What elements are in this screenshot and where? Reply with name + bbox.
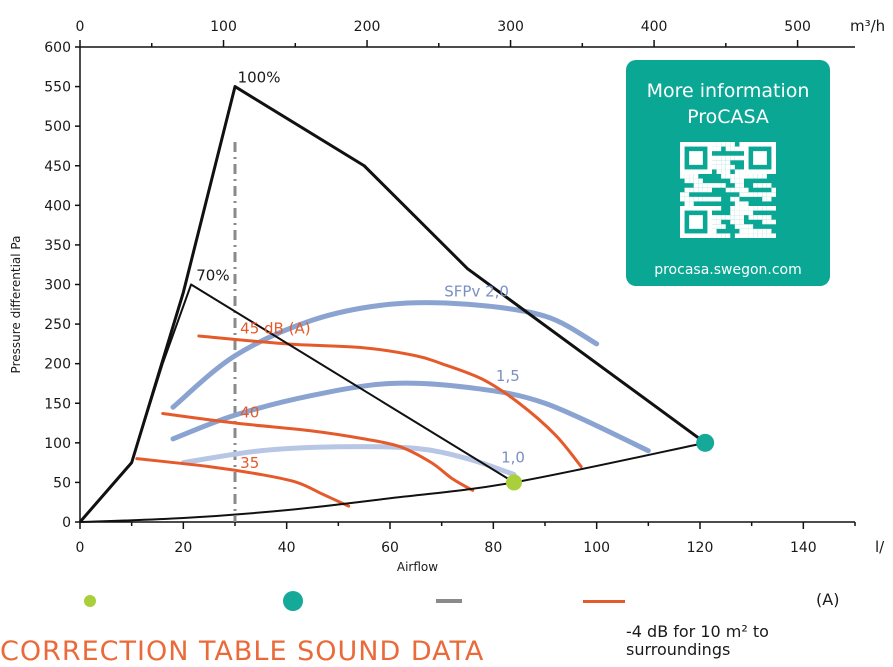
y-tick-label: 150 (44, 396, 71, 412)
teal-operating-point (696, 433, 715, 452)
qr-code-icon[interactable] (680, 142, 776, 238)
curves (78, 85, 707, 523)
note-line2: surroundings (626, 640, 731, 659)
x2-tick-label: 0 (76, 19, 85, 35)
x-tick-label: 60 (381, 540, 399, 556)
x2-tick-label: 400 (641, 19, 668, 35)
x-tick-label: 140 (790, 540, 817, 556)
legend-grey-dash-icon (436, 599, 462, 603)
y-tick-label: 0 (62, 515, 71, 531)
x2-unit-label: m³/h (850, 17, 885, 35)
y-axis-title: Pressure differential Pa (9, 236, 23, 374)
x-tick-label: 100 (583, 540, 610, 556)
sfp-curve (170, 300, 600, 410)
y-tick-label: 550 (44, 80, 71, 96)
x2-tick-label: 100 (210, 19, 237, 35)
y-tick-label: 300 (44, 278, 71, 294)
x-tick-label: 20 (174, 540, 192, 556)
note-line1: -4 dB for 10 m² to (626, 622, 769, 641)
x2-tick-label: 500 (784, 19, 811, 35)
y-tick-label: 600 (44, 40, 71, 56)
legend-orange-line-icon (583, 600, 625, 603)
sound-curve (197, 334, 583, 469)
y-tick-label: 250 (44, 317, 71, 333)
procasa-info-box[interactable]: More information ProCASA procasa.swegon.… (626, 60, 830, 286)
x-tick-label: 120 (687, 540, 714, 556)
x2-tick-label: 200 (354, 19, 381, 35)
legend-db-a-label: (A) (816, 590, 840, 609)
green-operating-point (506, 474, 522, 491)
x2-tick-label: 300 (497, 19, 524, 35)
correction-table-title: CORRECTION TABLE SOUND DATA (0, 636, 485, 667)
sound-label-45: 45 dB (A) (240, 320, 310, 338)
info-title: More information ProCASA (626, 78, 830, 130)
sfp-curve (180, 444, 517, 477)
y-tick-label: 50 (53, 475, 71, 491)
sfp-label-10: 1,0 (501, 449, 525, 467)
legend-green-dot-icon (84, 595, 96, 607)
y-tick-label: 350 (44, 238, 71, 254)
curve-labels: 100% 70% SFPv 2,0 1,5 1,0 45 dB (A) 40 35 (196, 69, 525, 473)
system-curve (79, 441, 706, 523)
sound-curve (161, 412, 475, 492)
sfp-curve (170, 380, 651, 454)
sound-label-40: 40 (240, 404, 259, 422)
sound-label-35: 35 (240, 454, 259, 472)
x-tick-label: 80 (484, 540, 502, 556)
y-tick-label: 400 (44, 198, 71, 214)
fan-curve (79, 283, 515, 523)
y-tick-label: 100 (44, 436, 71, 452)
sfp-label-2: SFPv 2,0 (444, 282, 509, 300)
x-tick-label: 0 (76, 540, 85, 556)
legend: (A) (0, 588, 893, 628)
info-title-line1: More information (646, 80, 810, 102)
x-tick-label: 40 (278, 540, 296, 556)
fan-curve-label-100: 100% (238, 69, 281, 87)
y-tick-label: 200 (44, 357, 71, 373)
info-title-line2: ProCASA (687, 106, 769, 128)
y-tick-label: 500 (44, 119, 71, 135)
operating-points (506, 433, 715, 491)
y-tick-label: 450 (44, 159, 71, 175)
x-axis-title: Airflow (397, 560, 438, 574)
sound-curve (135, 457, 351, 508)
x-unit-label: l/ (875, 538, 885, 556)
info-url[interactable]: procasa.swegon.com (654, 262, 802, 278)
sfp-label-15: 1,5 (496, 367, 520, 385)
sound-correction-note: -4 dB for 10 m² to surroundings (626, 623, 826, 659)
legend-teal-dot-icon (283, 591, 303, 611)
fan-curve-label-70: 70% (196, 267, 229, 285)
